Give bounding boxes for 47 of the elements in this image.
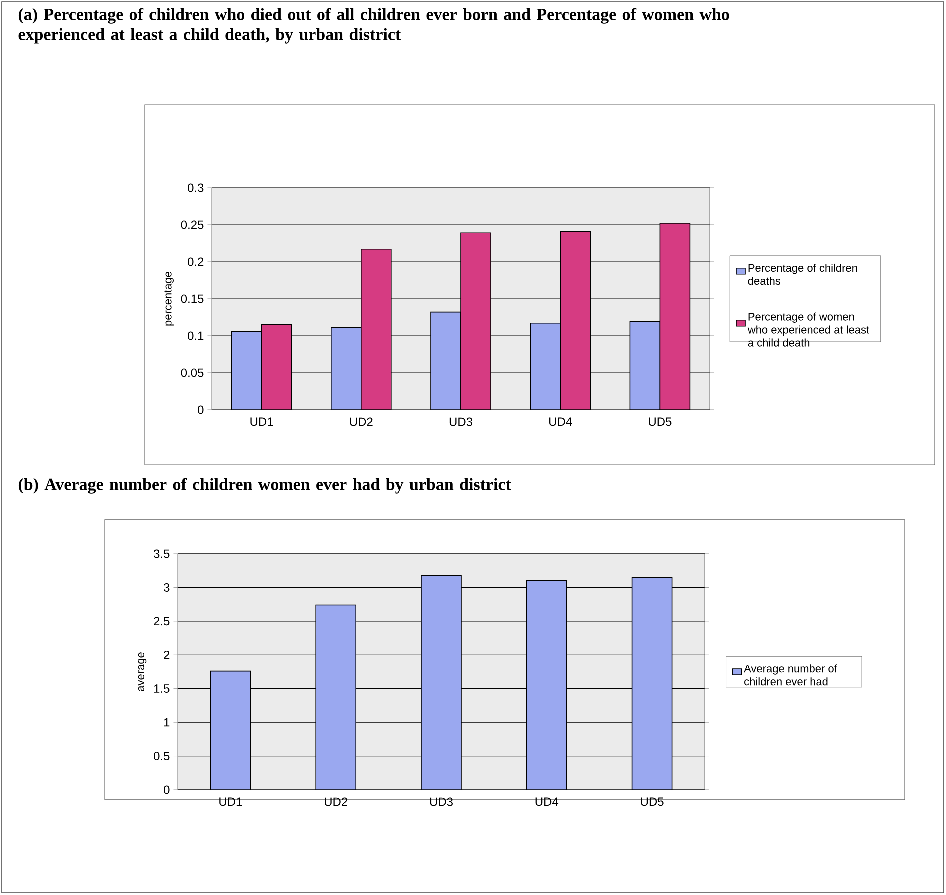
y-tick-label: 2 <box>164 650 170 660</box>
y-tick-label: 2.5 <box>154 617 170 626</box>
bar <box>361 249 392 410</box>
y-tick-label: 3.5 <box>154 550 170 558</box>
y-tick-label: 1 <box>164 718 170 727</box>
bar <box>460 232 492 410</box>
y-tick-label: 0.2 <box>188 258 204 266</box>
y-tick-label: 3 <box>164 583 170 592</box>
y-axis-title: percentage <box>164 272 174 326</box>
x-tick-label: UD1 <box>220 798 242 806</box>
bar <box>261 324 292 410</box>
x-tick-label: UD2 <box>350 418 373 426</box>
bar <box>526 580 568 790</box>
legend-label: Percentage of children deaths <box>748 264 858 286</box>
y-tick-label: 0.3 <box>188 184 204 192</box>
x-tick-label: UD5 <box>641 798 664 806</box>
bar <box>632 577 673 790</box>
bar <box>660 223 691 410</box>
bar <box>560 231 591 410</box>
x-tick-label: UD5 <box>649 418 672 426</box>
bar <box>530 323 561 410</box>
legend-label: Percentage of women who experienced at least a child death <box>748 312 870 347</box>
x-tick-label: UD3 <box>430 798 453 806</box>
y-tick-label: 0.05 <box>181 368 204 378</box>
y-tick-label: 0.15 <box>181 294 204 304</box>
x-tick-label: UD1 <box>250 418 274 426</box>
bar <box>630 322 661 410</box>
bar <box>231 331 262 410</box>
bar <box>316 604 357 790</box>
x-tick-label: UD4 <box>536 798 559 806</box>
y-tick-label: 0.5 <box>154 752 170 761</box>
x-tick-label: UD3 <box>450 418 472 426</box>
bar <box>331 327 362 410</box>
bar <box>421 575 462 790</box>
bar <box>210 670 252 790</box>
y-tick-label: 0.1 <box>188 332 204 340</box>
y-tick-label: 0.25 <box>181 220 204 230</box>
y-tick-label: 0 <box>164 786 170 794</box>
y-tick-label: 0 <box>198 406 204 414</box>
bar <box>430 312 462 410</box>
chart-title: (a) Percentage of children who died out of all children ever born and Percentage of women who experienced at least a child death, by urban district <box>18 8 730 44</box>
x-tick-label: UD2 <box>325 798 348 806</box>
x-tick-label: UD4 <box>550 418 572 426</box>
y-tick-label: 1.5 <box>154 684 170 694</box>
y-axis-title: average <box>138 652 147 692</box>
legend-label: Average number of children ever had <box>744 664 838 686</box>
chart-title: (b) Average number of children women ever had by urban district <box>18 478 512 494</box>
